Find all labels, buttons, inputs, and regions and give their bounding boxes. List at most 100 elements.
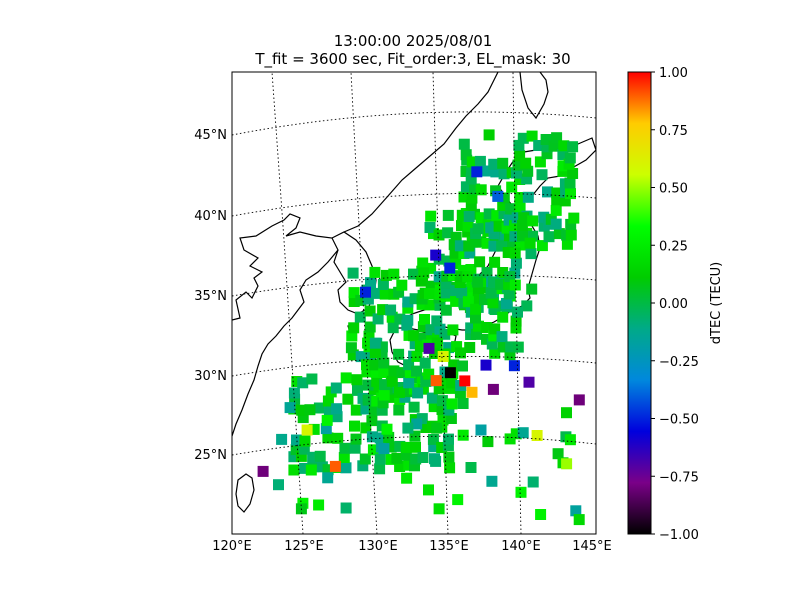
dtec-cell — [482, 436, 494, 448]
dtec-cell — [504, 433, 516, 445]
dtec-cell — [364, 305, 376, 317]
dtec-cell — [481, 322, 493, 333]
dtec-cell — [322, 432, 334, 444]
dtec-cell — [423, 368, 435, 380]
dtec-cell — [455, 347, 466, 359]
dtec-cell — [465, 199, 477, 211]
dtec-cell — [527, 215, 539, 227]
dtec-cell — [512, 306, 523, 318]
dtec-cell — [400, 449, 412, 461]
lon-label-120: 120°E — [212, 539, 252, 554]
dtec-cell — [360, 403, 372, 415]
dtec-cell — [473, 320, 484, 332]
dtec-cell — [316, 461, 328, 473]
dtec-cell — [450, 231, 462, 243]
dtec-cell — [479, 294, 490, 306]
dtec-cell — [396, 367, 408, 379]
dtec-cell — [431, 337, 443, 349]
dtec-cell — [567, 168, 579, 179]
dtec-cell — [374, 453, 386, 465]
lat-label-30: 30°N — [194, 369, 227, 384]
colorbar-tick-label: −1.00 — [659, 528, 699, 543]
dtec-cell — [388, 365, 400, 377]
dtec-cell — [512, 159, 524, 171]
dtec-cell — [472, 276, 484, 288]
dtec-cell — [498, 192, 510, 204]
dtec-cell — [418, 267, 430, 279]
dtec-cell — [297, 412, 309, 424]
dtec-cell — [462, 271, 474, 283]
dtec-cell — [425, 262, 437, 274]
dtec-cell — [557, 160, 569, 172]
dtec-cell — [511, 212, 523, 224]
dtec-cell — [438, 375, 449, 387]
dtec-cell — [465, 173, 477, 185]
dtec-cell — [403, 459, 415, 471]
dtec-cell — [378, 389, 390, 401]
dtec-cell — [371, 375, 383, 387]
dtec-cell — [470, 303, 482, 315]
dtec-cell — [401, 472, 413, 484]
dtec-cell — [346, 330, 358, 342]
dtec-cell — [295, 450, 307, 462]
dtec-cell — [323, 405, 335, 416]
colorbar-ticks: 1.00 0.75 0.50 0.25 0.00 −0.25 −0.50 −0.75 −1.00 — [651, 66, 699, 543]
dtec-cell — [518, 212, 530, 224]
colorbar-tick-label: −0.75 — [659, 470, 699, 485]
dtec-cell — [543, 231, 555, 243]
dtec-cell — [517, 132, 529, 144]
dtec-cell — [459, 375, 471, 387]
dtec-cell — [376, 404, 388, 416]
dtec-cell — [553, 228, 565, 240]
dtec-cell — [411, 418, 423, 430]
dtec-cell — [535, 509, 547, 520]
dtec-cell — [288, 387, 300, 399]
dtec-cell — [440, 304, 452, 316]
dtec-cell — [276, 433, 288, 445]
dtec-cell — [540, 134, 552, 145]
dtec-cell — [322, 464, 334, 476]
dtec-cell — [465, 290, 477, 302]
dtec-cell — [490, 166, 502, 178]
dtec-cell — [442, 227, 454, 239]
dtec-cell — [561, 407, 572, 419]
dtec-cell — [475, 212, 487, 224]
dtec-cell — [340, 372, 352, 384]
dtec-cell — [522, 191, 534, 203]
dtec-cell — [313, 402, 325, 414]
dtec-cell — [417, 257, 429, 269]
dtec-cell — [505, 203, 517, 215]
dtec-cell — [538, 211, 550, 223]
dtec-cell — [400, 441, 412, 453]
dtec-cell — [322, 472, 334, 484]
dtec-cell — [345, 342, 357, 354]
dtec-cell — [458, 191, 470, 203]
parallel-40n — [232, 192, 596, 217]
dtec-cell — [436, 404, 448, 415]
dtec-cell — [474, 155, 486, 167]
dtec-cell — [363, 330, 375, 342]
dtec-cell — [348, 296, 360, 307]
dtec-cell — [504, 271, 516, 283]
dtec-cell — [456, 209, 468, 221]
dtec-cell — [430, 455, 442, 467]
dtec-cell — [305, 464, 317, 476]
dtec-cell — [442, 209, 454, 221]
dtec-cell — [385, 304, 397, 316]
dtec-cell — [416, 293, 428, 305]
dtec-cell — [568, 212, 580, 224]
dtec-cell — [514, 174, 526, 185]
dtec-cell — [444, 462, 456, 474]
dtec-cell — [378, 443, 390, 455]
dtec-cell — [561, 238, 573, 250]
dtec-cell — [423, 484, 434, 496]
dtec-cell — [460, 166, 472, 177]
dtec-cell — [509, 279, 521, 291]
dtec-cell — [379, 379, 391, 391]
dtec-cell — [462, 296, 474, 308]
dtec-cell — [301, 424, 313, 436]
dtec-cell — [460, 149, 472, 161]
dtec-cell — [376, 348, 388, 360]
dtec-cell — [411, 350, 423, 362]
colorbar-gradient — [628, 72, 651, 534]
